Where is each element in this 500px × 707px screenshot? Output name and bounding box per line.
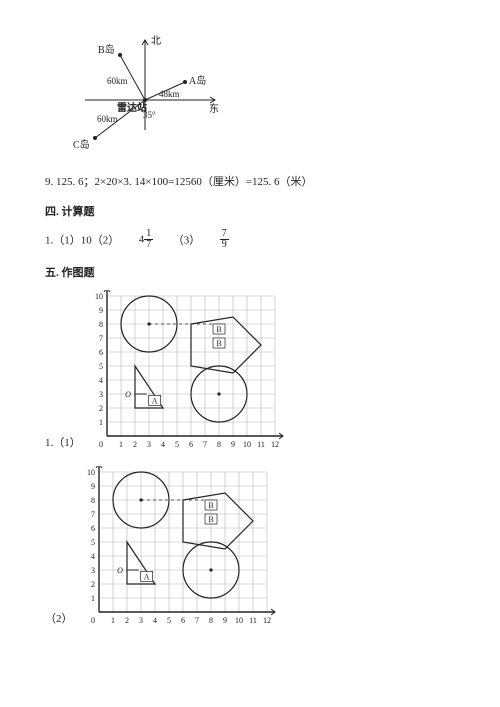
svg-text:0: 0 <box>99 440 103 449</box>
grid-1-label: 1.（1） <box>45 434 81 450</box>
svg-text:A: A <box>143 572 149 581</box>
svg-text:O: O <box>125 390 131 399</box>
svg-text:9: 9 <box>223 616 227 625</box>
svg-text:2: 2 <box>91 580 95 589</box>
svg-text:7: 7 <box>99 334 103 343</box>
svg-text:3: 3 <box>139 616 143 625</box>
svg-text:8: 8 <box>91 496 95 505</box>
section-4-heading: 四. 计算题 <box>45 203 455 219</box>
svg-text:11: 11 <box>257 440 265 449</box>
svg-text:3: 3 <box>99 390 103 399</box>
section-5-heading: 五. 作图题 <box>45 264 455 280</box>
svg-text:1: 1 <box>111 616 115 625</box>
svg-text:4: 4 <box>153 616 157 625</box>
grid-2-svg: 123456789101112123456789100AOBB <box>77 466 287 636</box>
svg-text:10: 10 <box>95 292 103 301</box>
svg-text:6: 6 <box>181 616 185 625</box>
svg-text:48km: 48km <box>159 89 180 99</box>
svg-text:A: A <box>151 396 157 405</box>
svg-text:5: 5 <box>91 538 95 547</box>
svg-text:3: 3 <box>147 440 151 449</box>
svg-text:O: O <box>117 566 123 575</box>
svg-text:4: 4 <box>161 440 165 449</box>
svg-text:2: 2 <box>133 440 137 449</box>
svg-text:9: 9 <box>99 306 103 315</box>
sec4-line1: 1.（1）10（2） 417 （3） 79 <box>45 229 455 250</box>
svg-text:9: 9 <box>91 482 95 491</box>
svg-text:B: B <box>216 339 221 348</box>
grid-2-label: （2） <box>45 610 73 626</box>
svg-text:B岛: B岛 <box>98 43 115 56</box>
sec4-part-c: （3） <box>173 235 201 247</box>
svg-text:1: 1 <box>99 418 103 427</box>
svg-text:1: 1 <box>119 440 123 449</box>
svg-text:5: 5 <box>167 616 171 625</box>
svg-text:12: 12 <box>263 616 271 625</box>
svg-text:6: 6 <box>91 524 95 533</box>
svg-text:5: 5 <box>175 440 179 449</box>
q9-text: 9. 125. 6；2×20×3. 14×100=12560（厘米）=125. … <box>45 176 313 188</box>
svg-text:35°: 35° <box>143 110 156 120</box>
line-q9: 9. 125. 6；2×20×3. 14×100=12560（厘米）=125. … <box>45 173 455 189</box>
sec4-frac-d: 79 <box>220 229 229 250</box>
compass-svg: 北东雷达站B岛60kmA岛48kmC岛60km35° <box>65 30 235 160</box>
svg-text:7: 7 <box>203 440 207 449</box>
svg-text:2: 2 <box>99 404 103 413</box>
svg-text:7: 7 <box>195 616 199 625</box>
svg-text:8: 8 <box>99 320 103 329</box>
svg-text:10: 10 <box>243 440 251 449</box>
svg-text:12: 12 <box>271 440 279 449</box>
svg-text:6: 6 <box>189 440 193 449</box>
svg-text:1: 1 <box>91 594 95 603</box>
sec4-part-a: 1.（1）10（2） <box>45 235 119 247</box>
svg-text:2: 2 <box>125 616 129 625</box>
svg-text:9: 9 <box>231 440 235 449</box>
sec4-frac-b: 17 <box>144 229 153 250</box>
svg-text:60km: 60km <box>97 114 118 124</box>
grid-2-wrap: （2） 123456789101112123456789100AOBB <box>45 466 455 636</box>
svg-text:C岛: C岛 <box>73 138 90 151</box>
svg-text:11: 11 <box>249 616 257 625</box>
svg-text:6: 6 <box>99 348 103 357</box>
svg-text:北: 北 <box>151 35 161 47</box>
svg-text:3: 3 <box>91 566 95 575</box>
grid-1-svg: 123456789101112123456789100AOBB <box>85 290 295 460</box>
svg-text:60km: 60km <box>107 76 128 86</box>
svg-text:0: 0 <box>91 616 95 625</box>
grid-1-wrap: 1.（1） 123456789101112123456789100AOBB <box>45 290 455 460</box>
svg-text:4: 4 <box>99 376 103 385</box>
svg-text:东: 东 <box>209 102 219 115</box>
svg-text:5: 5 <box>99 362 103 371</box>
svg-text:7: 7 <box>91 510 95 519</box>
svg-text:4: 4 <box>91 552 95 561</box>
svg-text:B: B <box>216 325 221 334</box>
svg-text:10: 10 <box>87 468 95 477</box>
svg-text:A岛: A岛 <box>189 74 206 87</box>
compass-diagram: 北东雷达站B岛60kmA岛48kmC岛60km35° <box>65 30 455 163</box>
svg-text:B: B <box>208 501 213 510</box>
svg-text:8: 8 <box>217 440 221 449</box>
svg-text:B: B <box>208 515 213 524</box>
svg-text:8: 8 <box>209 616 213 625</box>
svg-text:10: 10 <box>235 616 243 625</box>
